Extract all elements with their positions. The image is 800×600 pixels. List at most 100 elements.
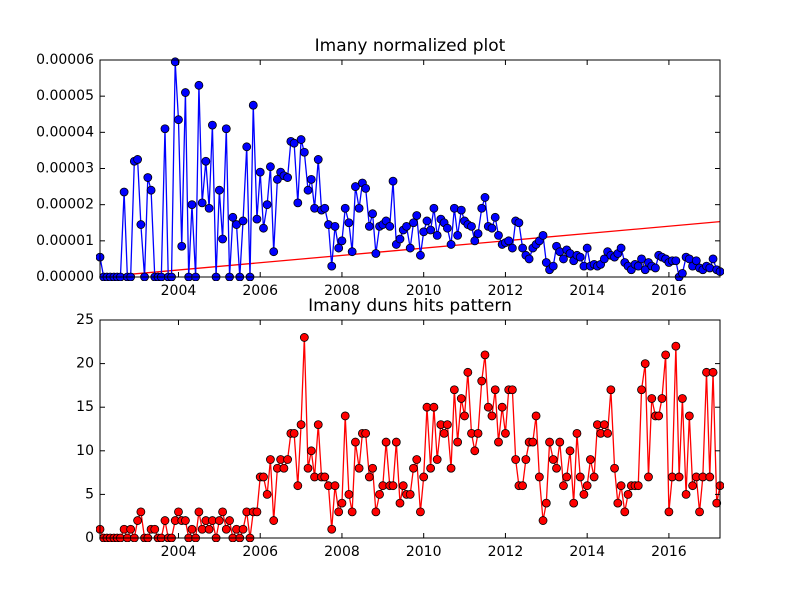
data-point <box>364 221 374 231</box>
data-point <box>548 455 558 464</box>
axes-frame <box>99 319 721 539</box>
data-point <box>299 333 309 342</box>
data-point <box>640 265 650 275</box>
data-point <box>518 481 527 491</box>
data-point <box>691 256 701 266</box>
data-point <box>518 243 527 253</box>
data-point <box>228 212 238 222</box>
data-point <box>160 516 170 525</box>
data-point <box>657 394 667 403</box>
data-point <box>395 234 405 244</box>
data-point <box>480 193 490 202</box>
data-point <box>327 524 337 534</box>
data-point <box>279 463 289 473</box>
data-point <box>569 498 579 508</box>
data-point <box>293 198 303 208</box>
data-point <box>133 155 143 164</box>
data-point <box>708 367 718 377</box>
data-point <box>136 507 146 517</box>
data-point <box>439 428 449 438</box>
data-point <box>232 220 241 229</box>
data-point <box>501 428 510 438</box>
y-tick-label: 10 <box>76 443 94 459</box>
data-point <box>579 489 589 499</box>
data-point <box>637 254 646 264</box>
data-point <box>225 516 234 525</box>
data-point <box>623 489 633 499</box>
data-point <box>289 138 299 148</box>
data-point <box>449 385 459 395</box>
data-point <box>480 350 490 360</box>
data-point <box>375 489 384 499</box>
data-point <box>293 481 303 491</box>
data-point <box>368 463 378 473</box>
plot-area <box>96 57 724 281</box>
data-point <box>351 182 360 191</box>
data-point <box>507 385 517 395</box>
data-point <box>470 236 480 246</box>
data-point <box>633 481 643 491</box>
data-point <box>490 212 500 222</box>
data-point <box>299 147 309 157</box>
data-point <box>620 507 630 517</box>
data-point <box>538 231 548 240</box>
data-point <box>599 420 609 430</box>
data-point <box>432 455 442 464</box>
data-point <box>514 218 524 228</box>
data-point <box>221 524 231 534</box>
data-point <box>181 88 190 97</box>
data-point <box>477 203 487 213</box>
data-point <box>521 455 531 464</box>
x-tick-label: 2006 <box>242 283 278 299</box>
data-point <box>255 167 265 177</box>
data-point <box>303 185 313 195</box>
data-point <box>334 507 344 517</box>
data-point <box>150 524 160 534</box>
data-point <box>575 472 585 482</box>
data-point <box>340 203 350 213</box>
data-point <box>177 241 187 251</box>
data-point <box>174 507 183 517</box>
data-point <box>610 463 619 473</box>
x-tick-label: 2012 <box>488 544 524 560</box>
data-point <box>351 437 360 447</box>
data-point <box>531 411 541 421</box>
data-point <box>416 250 425 260</box>
data-point <box>651 263 660 273</box>
x-tick-label: 2014 <box>569 544 605 560</box>
data-point <box>334 243 344 253</box>
data-point <box>306 446 316 456</box>
data-point <box>354 203 364 213</box>
data-point <box>320 472 330 482</box>
data-point <box>677 268 687 278</box>
x-tick-label: 2006 <box>242 544 278 560</box>
data-point <box>194 80 204 90</box>
data-point <box>422 216 432 226</box>
data-point <box>409 218 418 228</box>
data-point <box>456 394 466 403</box>
data-point <box>218 234 228 244</box>
data-point <box>712 498 722 508</box>
data-point <box>426 463 436 473</box>
data-point <box>467 221 476 231</box>
y-tick-label: 0.00001 <box>36 233 94 249</box>
data-point <box>385 221 395 231</box>
data-point <box>214 185 224 195</box>
data-point <box>181 516 190 525</box>
y-tick-label: 0.00000 <box>36 269 94 285</box>
data-point <box>364 472 374 482</box>
data-point <box>204 203 214 213</box>
y-tick-label: 15 <box>76 399 94 415</box>
chart-title: Imany normalized plot <box>315 36 506 56</box>
data-point <box>126 524 136 534</box>
data-point <box>541 498 551 508</box>
data-point <box>269 247 279 257</box>
y-tick-label: 25 <box>76 312 94 328</box>
data-point <box>559 254 568 264</box>
data-point <box>187 200 197 210</box>
data-point <box>681 489 691 499</box>
data-point <box>262 489 272 499</box>
data-point <box>688 481 698 491</box>
data-point <box>460 411 469 421</box>
data-point <box>446 240 456 249</box>
